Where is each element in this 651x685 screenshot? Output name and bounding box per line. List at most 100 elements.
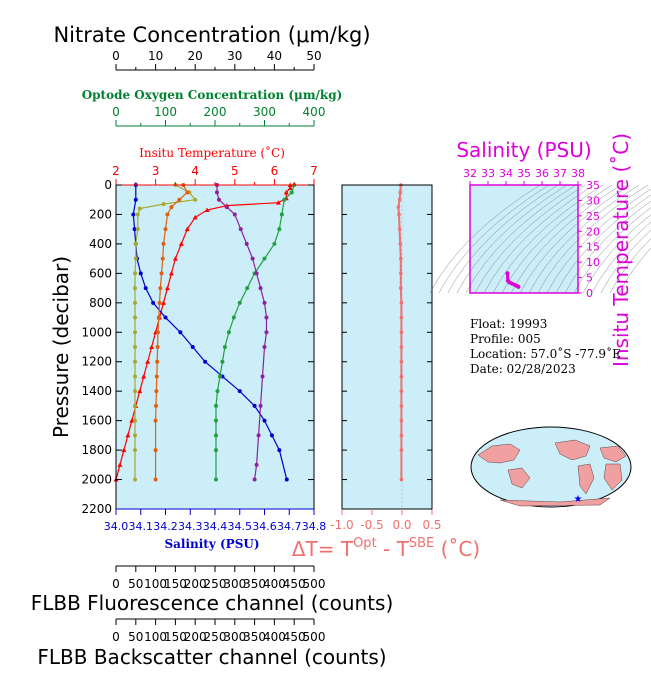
backscatter-axis-title: FLBB Backscatter channel (counts) bbox=[37, 645, 386, 669]
point-oxygen bbox=[220, 359, 225, 364]
point-backscatter bbox=[158, 286, 163, 291]
point-dt bbox=[399, 389, 404, 393]
inset-salinity-tick-label: 34 bbox=[499, 167, 513, 180]
density-contour bbox=[438, 184, 550, 294]
point-nitrate bbox=[264, 330, 269, 335]
point-temperature bbox=[164, 285, 170, 291]
density-contour bbox=[537, 184, 649, 294]
density-contour bbox=[501, 184, 613, 294]
point-dt bbox=[399, 418, 404, 423]
point-oxygen bbox=[237, 300, 242, 305]
world-map-inset: ★ bbox=[470, 426, 632, 508]
point-oxygen bbox=[262, 256, 267, 261]
temperature-axis-tick-label: 6 bbox=[271, 164, 279, 178]
oxygen-axis-title: Optode Oxygen Concentration (μm/kg) bbox=[82, 88, 343, 102]
point-fluorescence bbox=[133, 315, 138, 320]
series-line-salinity bbox=[132, 185, 288, 480]
point-dt bbox=[397, 227, 402, 231]
point-nitrate bbox=[216, 197, 221, 202]
point-fluorescence bbox=[133, 286, 138, 291]
fluorescence-axis-tick-label: 0 bbox=[112, 577, 120, 591]
nitrate-axis: 0 10 20 30 40 50 bbox=[112, 49, 322, 71]
point-oxygen bbox=[217, 374, 222, 379]
density-contour bbox=[564, 200, 651, 294]
density-contour bbox=[474, 184, 586, 294]
point-salinity bbox=[277, 448, 282, 453]
land-asia bbox=[477, 443, 521, 464]
point-backscatter bbox=[160, 256, 165, 261]
point-backscatter bbox=[155, 359, 160, 364]
inset-temperature-axis: 0 5 10 15 20 25 30 35 bbox=[578, 179, 600, 300]
pressure-axis-tick-label: 800 bbox=[89, 296, 112, 310]
salinity-axis-tick-label: 34.8 bbox=[302, 520, 327, 533]
salinity-axis-tick-label: 34.7 bbox=[277, 520, 302, 533]
delta-t-axis: -1.0 -0.5 0.0 0.5 bbox=[330, 184, 442, 532]
temperature-axis-tick-label: 5 bbox=[231, 164, 239, 178]
point-oxygen bbox=[272, 241, 277, 246]
point-fluorescence bbox=[193, 197, 198, 202]
point-dt bbox=[397, 197, 402, 202]
main-profile-series bbox=[113, 182, 297, 482]
point-dt bbox=[399, 271, 403, 276]
inset-temperature-tick-label: 0 bbox=[586, 287, 593, 300]
salinity-axis-tick-label: 34.5 bbox=[228, 520, 253, 533]
point-backscatter bbox=[185, 190, 190, 195]
salinity-axis-tick-label: 34.6 bbox=[252, 520, 277, 533]
point-temperature bbox=[145, 359, 151, 364]
point-temperature bbox=[283, 189, 289, 195]
point-temperature bbox=[172, 256, 178, 261]
point-nitrate bbox=[254, 462, 259, 467]
point-fluorescence bbox=[133, 345, 138, 349]
pressure-axis-tick-label: 1200 bbox=[81, 355, 112, 369]
flbb-axis-tick-label: 450 bbox=[283, 630, 306, 644]
inset-salinity-tick-label: 33 bbox=[481, 167, 495, 180]
land-europe bbox=[599, 445, 627, 463]
point-nitrate bbox=[258, 403, 263, 408]
ts-density-contours bbox=[429, 184, 651, 294]
delta-t-axis-title: ΔT= TOpt - TSBE (˚C) bbox=[292, 536, 480, 561]
salinity-axis-tick-label: 34.2 bbox=[153, 520, 178, 533]
backscatter-axis: 0 100 200 300 400 500 50 150 250 350 450 bbox=[112, 618, 325, 644]
series-line-dt bbox=[397, 184, 403, 480]
point-nitrate bbox=[250, 256, 255, 261]
point-dt bbox=[398, 242, 403, 246]
point-nitrate bbox=[244, 241, 249, 246]
delta-t-axis-tick-label: -1.0 bbox=[330, 518, 353, 532]
point-fluorescence bbox=[133, 418, 138, 423]
point-temperature bbox=[125, 432, 131, 438]
salinity-axis-tick-label: 34.3 bbox=[178, 520, 203, 533]
pressure-axis-tick-label: 1600 bbox=[81, 414, 112, 428]
point-salinity bbox=[163, 315, 168, 320]
density-contour bbox=[618, 247, 651, 294]
point-dt bbox=[399, 301, 404, 305]
point-salinity bbox=[190, 345, 195, 349]
density-contour bbox=[591, 221, 651, 294]
point-temperature bbox=[204, 207, 210, 213]
point-fluorescence bbox=[133, 448, 138, 453]
pressure-axis-tick-label: 1800 bbox=[81, 443, 112, 457]
flbb-axis-tick-label: 50 bbox=[128, 630, 143, 644]
point-oxygen bbox=[282, 197, 287, 202]
point-backscatter bbox=[155, 345, 160, 349]
land-antarctica bbox=[499, 497, 611, 507]
series-line-temperature bbox=[115, 185, 291, 480]
flbb-axis-tick-label: 250 bbox=[204, 630, 227, 644]
flbb-axis-tick-label: 350 bbox=[243, 577, 266, 591]
point-nitrate bbox=[258, 286, 263, 291]
point-oxygen bbox=[213, 477, 218, 482]
ts-inset-series bbox=[505, 271, 521, 289]
oxygen-axis-tick-label: 400 bbox=[303, 105, 326, 119]
point-temperature bbox=[161, 300, 167, 305]
point-dt bbox=[399, 448, 404, 452]
salinity-axis: 34.0 34.1 34.2 34.3 34.4 34.5 34.6 34.7 34.8 bbox=[104, 508, 327, 533]
point-backscatter bbox=[159, 271, 164, 276]
point-oxygen bbox=[277, 227, 282, 232]
point-backscatter bbox=[154, 389, 159, 394]
density-contour bbox=[546, 188, 651, 294]
info-date: Date: 02/28/2023 bbox=[470, 362, 576, 376]
point-oxygen bbox=[222, 345, 227, 349]
point-nitrate bbox=[262, 300, 267, 305]
point-backscatter bbox=[157, 300, 162, 305]
inset-temperature-tick-label: 35 bbox=[586, 179, 600, 192]
